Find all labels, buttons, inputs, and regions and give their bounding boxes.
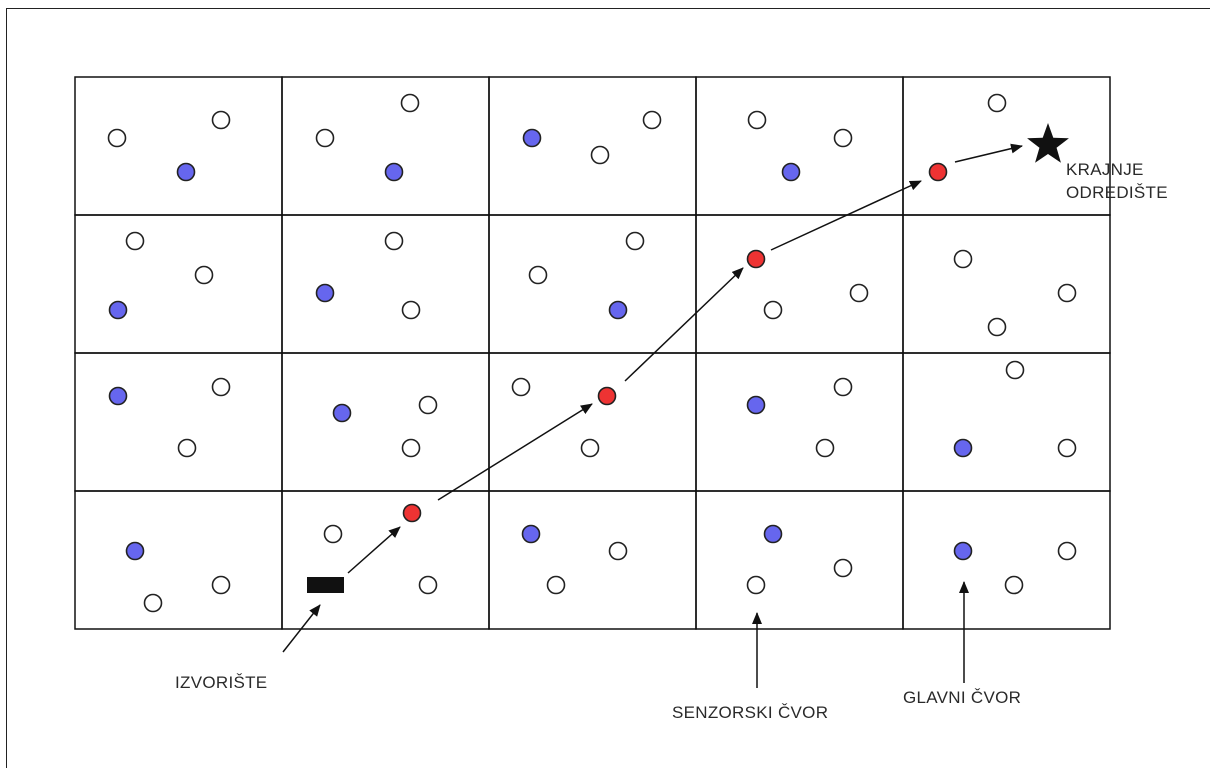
route-node [928,162,948,182]
destination-label: KRAJNJE ODREDIŠTE [1066,158,1168,204]
main-node [384,162,404,182]
arrow [770,180,922,251]
main-node [108,386,128,406]
grid-cells [74,76,1111,630]
grid-cell [281,352,490,492]
sensor-node [1004,575,1024,595]
sensor-node [125,231,145,251]
grid-cell [74,76,283,216]
grid-cell [902,214,1111,354]
sensor-node [211,377,231,397]
grid-cell [281,76,490,216]
grid-cell [74,214,283,354]
route-node [746,249,766,269]
sensor-node [833,128,853,148]
sensor-node [1057,541,1077,561]
arrow [437,403,593,501]
sensor-node [1057,438,1077,458]
sensor-node [833,558,853,578]
sensor-node [590,145,610,165]
main-node [315,283,335,303]
grid-cell [281,490,490,630]
image-frame [6,8,1210,768]
route-node [402,503,422,523]
main-node [953,541,973,561]
sensor-node [815,438,835,458]
arrow [347,526,401,574]
sensor-node [211,575,231,595]
main-node [953,438,973,458]
source-node [307,577,344,593]
sensor-node [418,575,438,595]
sensor-node [418,395,438,415]
destination-label-line2: ODREDIŠTE [1066,183,1168,202]
sensor-node [987,317,1007,337]
main-node [763,524,783,544]
routing-arrows [282,143,1023,688]
sensor-node [384,231,404,251]
sensor-node-label: SENZORSKI ČVOR [672,703,829,722]
sensor-node [194,265,214,285]
grid-cell [488,490,697,630]
source-label: IZVORIŠTE [175,673,268,692]
sensor-node [511,377,531,397]
sensor-node [987,93,1007,113]
main-node [521,524,541,544]
sensor-node [608,541,628,561]
route-node [597,386,617,406]
main-node-label: GLAVNI ČVOR [903,688,1022,707]
grid-cell [695,490,904,630]
sensor-node [401,300,421,320]
sensor-node [315,128,335,148]
sensor-node [763,300,783,320]
sensor-node [401,438,421,458]
sensor-node [323,524,343,544]
grid-cell [74,490,283,630]
grid-cell [74,352,283,492]
sensor-node [546,575,566,595]
grid-cell [695,352,904,492]
sensor-node [625,231,645,251]
grid-cell [488,352,697,492]
main-node [108,300,128,320]
sensor-node [833,377,853,397]
main-node [125,541,145,561]
arrow [954,143,1023,163]
sensor-node [528,265,548,285]
network-nodes [107,93,1077,613]
main-node [522,128,542,148]
main-node [746,395,766,415]
sensor-node [211,110,231,130]
sensor-node [747,110,767,130]
arrow [624,267,744,382]
destination-label-line1: KRAJNJE [1066,160,1144,179]
sensor-node [143,593,163,613]
sensor-node [1005,360,1025,380]
main-node [781,162,801,182]
sensor-node [746,575,766,595]
sensor-node [849,283,869,303]
sensor-node [107,128,127,148]
grid-cell [281,214,490,354]
sensor-node [177,438,197,458]
destination-star [1027,123,1069,163]
main-node [176,162,196,182]
sensor-node [400,93,420,113]
grid-cell [488,76,697,216]
main-node [608,300,628,320]
sensor-node [1057,283,1077,303]
grid-cell [695,76,904,216]
arrow [282,604,321,653]
grid-cell [488,214,697,354]
sensor-node [642,110,662,130]
main-node [332,403,352,423]
sensor-node [953,249,973,269]
grid-cell [902,490,1111,630]
sensor-node [580,438,600,458]
